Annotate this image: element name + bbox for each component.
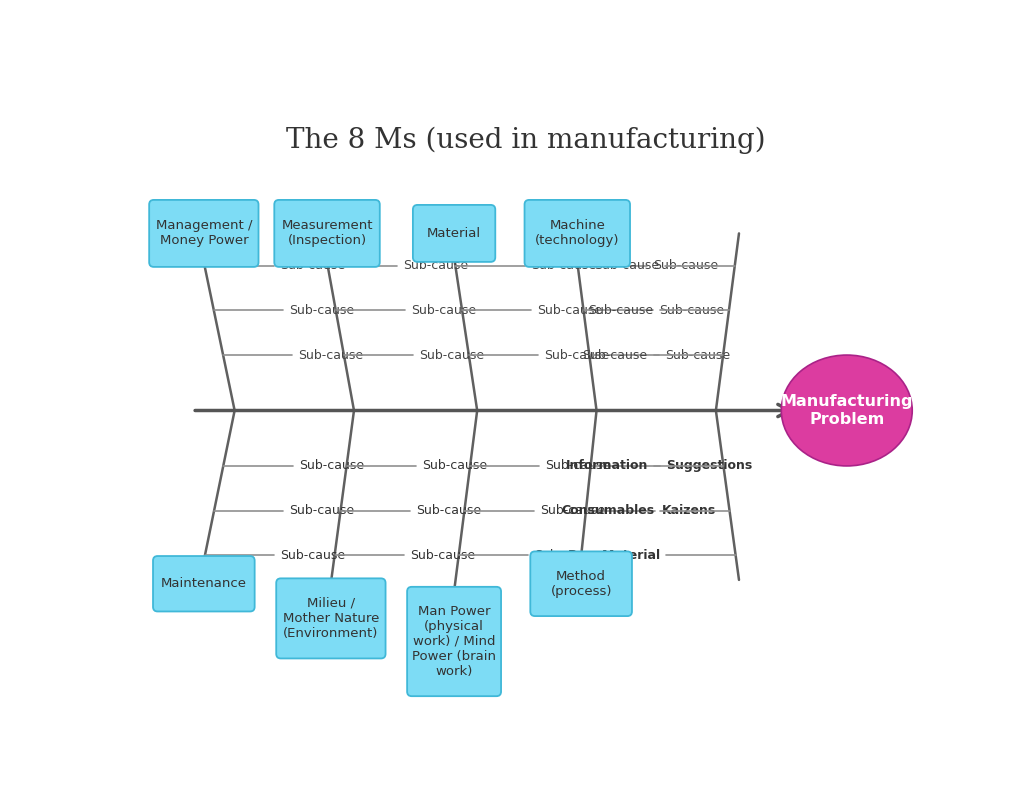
Ellipse shape — [783, 356, 910, 465]
Text: Sub-cause: Sub-cause — [290, 504, 355, 517]
FancyBboxPatch shape — [530, 551, 632, 616]
FancyBboxPatch shape — [525, 200, 630, 267]
Ellipse shape — [818, 386, 876, 435]
Text: Kaizens: Kaizens — [661, 504, 715, 517]
Text: Sub-cause: Sub-cause — [422, 460, 487, 472]
Ellipse shape — [802, 372, 892, 449]
Text: Sub-cause: Sub-cause — [659, 304, 724, 317]
Ellipse shape — [784, 358, 909, 463]
Ellipse shape — [813, 382, 880, 439]
Ellipse shape — [815, 383, 879, 438]
Text: Sub-cause: Sub-cause — [281, 549, 345, 562]
Text: Sub-cause: Sub-cause — [419, 348, 485, 362]
Text: Sub-cause: Sub-cause — [544, 348, 610, 362]
Text: Sub-cause: Sub-cause — [534, 549, 600, 562]
Ellipse shape — [812, 381, 883, 441]
Text: Material: Material — [427, 227, 481, 240]
Ellipse shape — [805, 375, 889, 446]
Text: Sub-cause: Sub-cause — [665, 348, 730, 362]
Ellipse shape — [807, 377, 887, 445]
FancyBboxPatch shape — [407, 587, 501, 696]
Text: Consumables: Consumables — [561, 504, 654, 517]
Text: Suggestions: Suggestions — [666, 460, 752, 472]
Text: Method
(process): Method (process) — [550, 570, 612, 598]
Text: Sub-cause: Sub-cause — [411, 304, 477, 317]
Text: Sub-cause: Sub-cause — [298, 348, 364, 362]
FancyBboxPatch shape — [276, 578, 385, 658]
Text: Sub-cause: Sub-cause — [298, 460, 364, 472]
Ellipse shape — [816, 385, 877, 437]
Text: Sub-cause: Sub-cause — [416, 504, 481, 517]
FancyBboxPatch shape — [275, 200, 380, 267]
Ellipse shape — [794, 366, 900, 455]
Text: Sub-cause: Sub-cause — [545, 460, 611, 472]
Ellipse shape — [787, 360, 906, 461]
Text: Sub-cause: Sub-cause — [410, 549, 476, 562]
Ellipse shape — [822, 389, 871, 431]
Ellipse shape — [792, 364, 901, 457]
Text: Sub-cause: Sub-cause — [531, 259, 596, 273]
Text: Milieu /
Mother Nature
(Environment): Milieu / Mother Nature (Environment) — [283, 597, 379, 640]
Ellipse shape — [804, 374, 890, 447]
Ellipse shape — [795, 367, 898, 454]
Text: Sub-cause: Sub-cause — [540, 504, 605, 517]
Text: Sub-cause: Sub-cause — [653, 259, 719, 273]
Text: Maintenance: Maintenance — [161, 577, 247, 590]
Text: Machine
(technology): Machine (technology) — [535, 220, 619, 247]
Text: Sub-cause: Sub-cause — [280, 259, 345, 273]
Text: Management /
Money Power: Management / Money Power — [156, 220, 252, 247]
Ellipse shape — [798, 370, 895, 451]
Ellipse shape — [821, 389, 872, 432]
Ellipse shape — [824, 391, 869, 430]
Ellipse shape — [789, 362, 904, 459]
Ellipse shape — [797, 368, 897, 453]
Text: Sub-cause: Sub-cause — [582, 348, 648, 362]
Ellipse shape — [825, 393, 868, 428]
FancyBboxPatch shape — [153, 556, 254, 611]
Text: Measurement
(Inspection): Measurement (Inspection) — [281, 220, 373, 247]
Text: Manufacturing
Problem: Manufacturing Problem — [781, 394, 913, 427]
Ellipse shape — [808, 378, 886, 443]
Text: Sub-cause: Sub-cause — [403, 259, 468, 273]
Text: Sub-cause: Sub-cause — [588, 304, 654, 317]
Ellipse shape — [786, 359, 907, 462]
Text: The 8 Ms (used in manufacturing): The 8 Ms (used in manufacturing) — [286, 127, 765, 155]
Ellipse shape — [827, 394, 866, 427]
Ellipse shape — [801, 371, 893, 450]
Ellipse shape — [791, 363, 903, 458]
Text: Sub-cause: Sub-cause — [289, 304, 355, 317]
Ellipse shape — [781, 355, 912, 466]
FancyBboxPatch shape — [413, 205, 495, 262]
Ellipse shape — [810, 379, 884, 442]
Ellipse shape — [819, 387, 874, 434]
Text: Raw Material: Raw Material — [568, 549, 660, 562]
Text: Sub-cause: Sub-cause — [537, 304, 603, 317]
Text: Man Power
(physical
work) / Mind
Power (brain
work): Man Power (physical work) / Mind Power (… — [412, 605, 496, 678]
Text: Information: Information — [566, 460, 648, 472]
FancyBboxPatch shape — [150, 200, 258, 267]
Text: Sub-cause: Sub-cause — [594, 259, 659, 273]
